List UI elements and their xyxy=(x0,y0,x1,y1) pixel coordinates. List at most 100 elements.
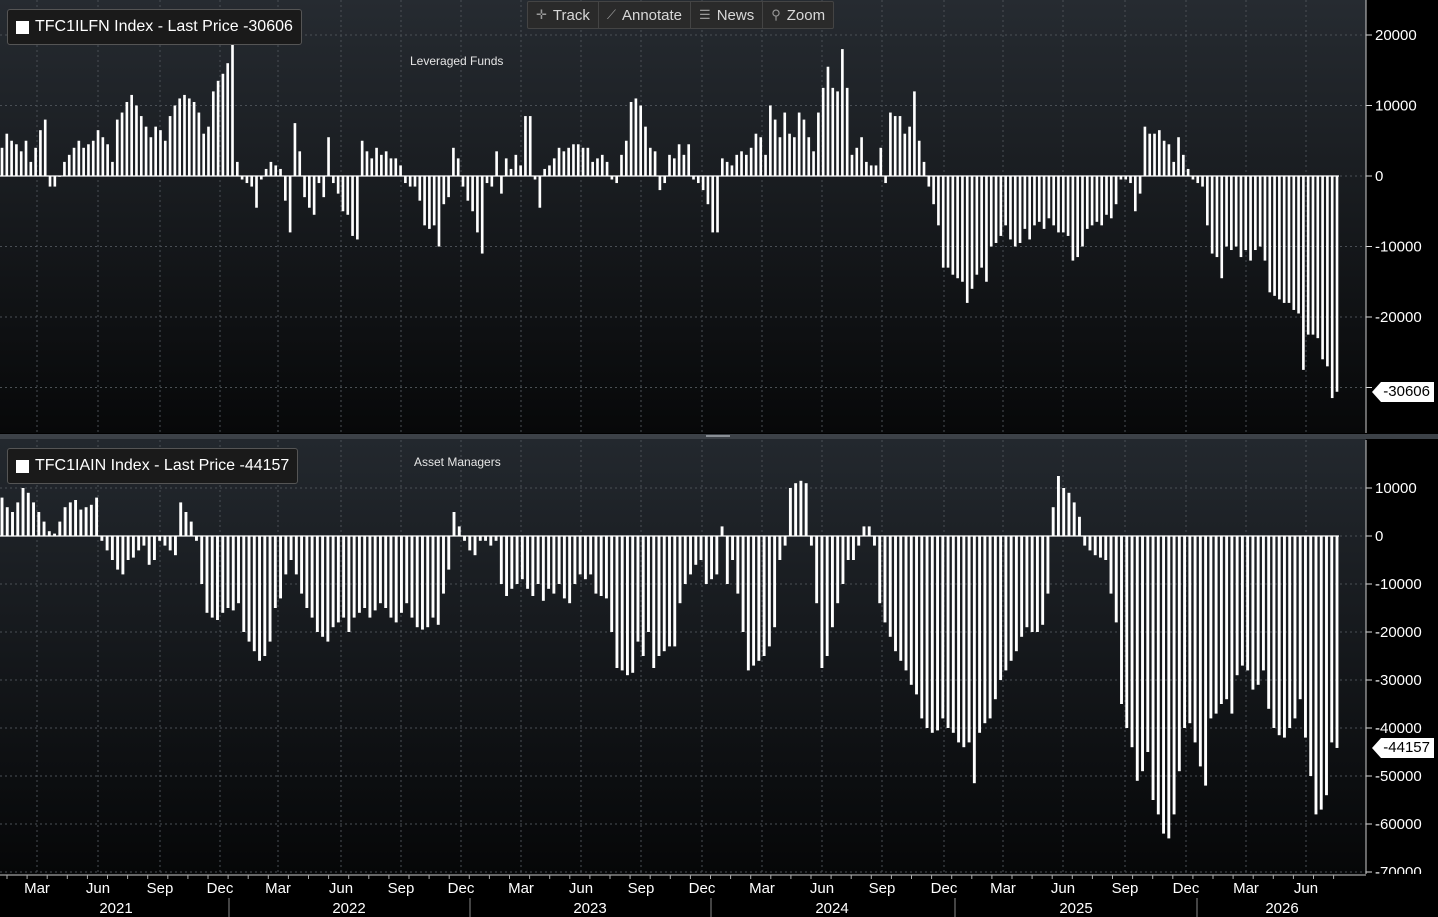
bar xyxy=(363,536,367,608)
bar xyxy=(899,536,903,661)
bar xyxy=(42,521,46,536)
bar xyxy=(852,536,855,560)
bar xyxy=(1071,176,1075,261)
bar xyxy=(658,176,662,191)
bar xyxy=(793,137,796,176)
track-button[interactable]: ✛ Track xyxy=(528,2,599,28)
bar xyxy=(237,536,240,604)
bar xyxy=(1206,176,1209,226)
bar xyxy=(1120,536,1123,704)
bar xyxy=(648,147,652,176)
bar xyxy=(68,502,72,536)
bar xyxy=(683,536,687,584)
bar xyxy=(1129,176,1132,184)
bar xyxy=(957,536,961,743)
bottom-panel: 10000 0 -10000 -20000 -30000 -40000 -50000 -600… xyxy=(0,440,1422,881)
bar xyxy=(552,536,556,594)
bar xyxy=(754,133,758,176)
news-button[interactable]: ☰ News xyxy=(691,2,764,28)
bar xyxy=(1009,536,1013,661)
bar xyxy=(95,497,99,536)
bar xyxy=(600,154,604,176)
bar xyxy=(221,73,225,176)
bar xyxy=(547,536,551,589)
bar xyxy=(1246,536,1250,671)
bar xyxy=(941,536,945,719)
bar xyxy=(581,147,585,176)
bar xyxy=(255,176,258,208)
bar xyxy=(915,536,918,695)
bar xyxy=(365,151,369,176)
bar xyxy=(980,176,983,268)
bar xyxy=(725,536,729,584)
bar xyxy=(1072,502,1076,536)
bar xyxy=(767,536,771,647)
bar xyxy=(1282,536,1286,738)
bar xyxy=(961,176,964,282)
bar xyxy=(1090,176,1094,226)
bar xyxy=(394,536,398,623)
legend-top[interactable]: TFC1ILFN Index - Last Price -30606 xyxy=(7,9,302,45)
bar xyxy=(1302,176,1305,370)
y-tick-label: 10000 xyxy=(1375,98,1417,115)
bar xyxy=(168,536,172,551)
bar xyxy=(526,536,530,589)
bar xyxy=(567,147,570,176)
news-icon: ☰ xyxy=(699,7,711,22)
bar xyxy=(1225,176,1228,247)
bar xyxy=(736,536,740,594)
bar xyxy=(408,176,412,187)
bar xyxy=(1067,492,1071,536)
bar xyxy=(797,112,801,176)
bar xyxy=(591,161,594,176)
series-title-top: Leveraged Funds xyxy=(410,54,504,68)
bar xyxy=(596,158,599,176)
x-year-label: 2021 xyxy=(99,900,132,917)
bar xyxy=(930,536,934,733)
legend-bottom[interactable]: TFC1IAIN Index - Last Price -44157 xyxy=(7,448,299,484)
zoom-button[interactable]: ⚲ Zoom xyxy=(763,2,833,28)
bar xyxy=(841,536,845,584)
bar xyxy=(1306,176,1310,335)
bar xyxy=(1035,536,1039,632)
bar xyxy=(720,526,724,536)
bar xyxy=(326,536,330,642)
bar xyxy=(762,536,766,656)
bar xyxy=(300,536,304,594)
bar xyxy=(346,176,350,215)
bar xyxy=(284,536,288,575)
bar xyxy=(922,161,926,176)
bar xyxy=(404,176,407,184)
bar xyxy=(405,536,409,604)
bar xyxy=(120,112,124,176)
bar xyxy=(841,49,844,176)
bar xyxy=(0,497,4,536)
bar xyxy=(202,133,206,176)
bar xyxy=(932,176,935,205)
bar xyxy=(1135,536,1139,781)
bar xyxy=(967,536,971,743)
bar xyxy=(74,500,78,536)
bar xyxy=(757,536,761,661)
chart-toolbar: ✛ Track ⟋ Annotate ☰ News ⚲ Zoom xyxy=(527,1,835,29)
bar xyxy=(692,176,695,180)
bar xyxy=(327,137,330,176)
bar xyxy=(1282,176,1286,303)
bar xyxy=(423,176,426,226)
annotate-button[interactable]: ⟋ Annotate xyxy=(599,2,692,28)
bar xyxy=(1099,536,1102,558)
bar xyxy=(432,176,436,226)
bar xyxy=(983,536,987,724)
bar xyxy=(499,536,503,584)
bar xyxy=(1143,126,1147,176)
bar xyxy=(1251,536,1255,690)
bar xyxy=(347,536,351,632)
bar xyxy=(879,147,883,176)
bar xyxy=(604,536,608,599)
bar xyxy=(620,154,623,176)
bar xyxy=(538,176,542,208)
y-tick-label: 0 xyxy=(1375,168,1383,185)
divider-grip[interactable] xyxy=(706,435,730,437)
bar xyxy=(1004,176,1007,226)
bar xyxy=(91,140,95,176)
